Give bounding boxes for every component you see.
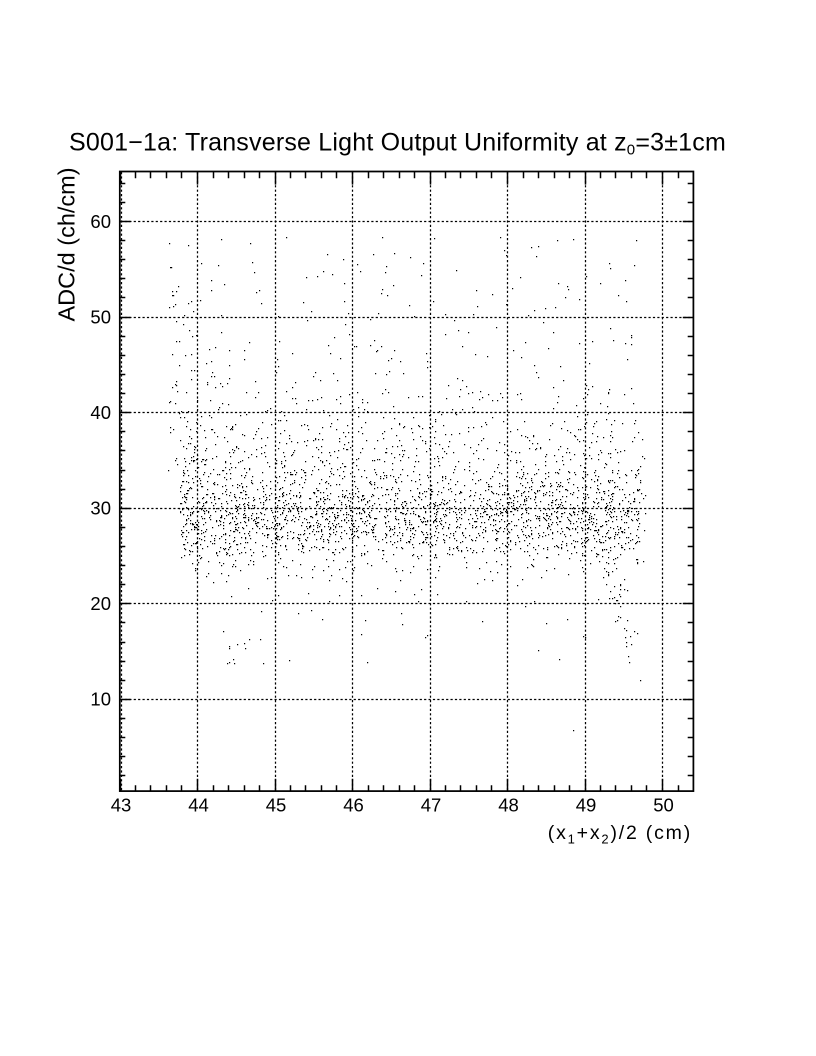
svg-text:ADC/d (ch/cm): ADC/d (ch/cm) <box>54 167 80 321</box>
svg-text:50: 50 <box>653 795 674 816</box>
svg-text:46: 46 <box>343 795 364 816</box>
svg-text:(x1+x2)/2 (cm): (x1+x2)/2 (cm) <box>548 822 692 847</box>
svg-text:47: 47 <box>421 795 442 816</box>
svg-text:43: 43 <box>111 795 132 816</box>
svg-text:10: 10 <box>90 689 111 710</box>
svg-text:60: 60 <box>90 211 111 232</box>
svg-text:48: 48 <box>498 795 519 816</box>
svg-text:50: 50 <box>90 306 111 327</box>
svg-text:44: 44 <box>188 795 209 816</box>
svg-text:49: 49 <box>576 795 597 816</box>
svg-text:40: 40 <box>90 402 111 423</box>
svg-text:S001−1a: Transverse Light Outp: S001−1a: Transverse Light Output Uniform… <box>69 129 726 159</box>
svg-text:20: 20 <box>90 593 111 614</box>
svg-text:30: 30 <box>90 498 111 519</box>
svg-text:45: 45 <box>266 795 287 816</box>
